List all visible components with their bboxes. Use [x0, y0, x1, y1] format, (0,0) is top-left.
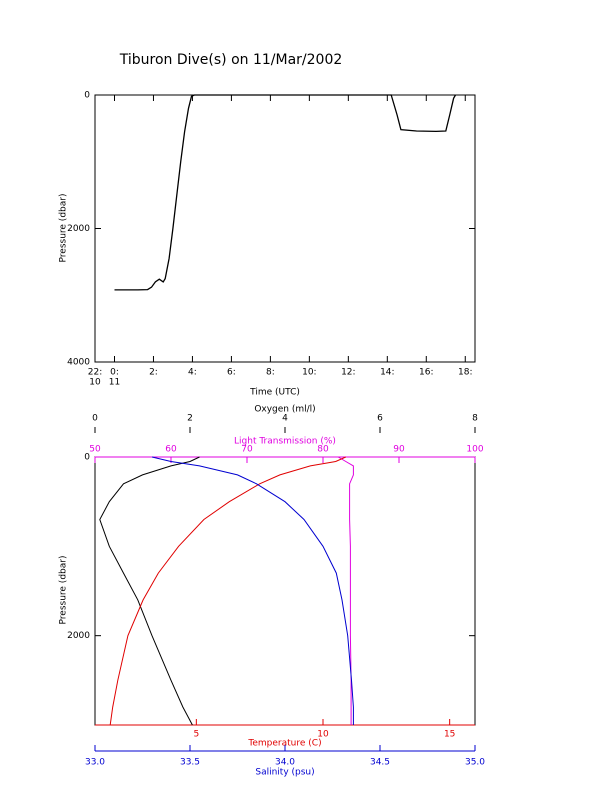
x-tick-label: 2 [187, 414, 193, 424]
x-tick-label: 18: [458, 368, 472, 378]
profile-line [99, 456, 200, 726]
x-tick-label: 2: [149, 368, 158, 378]
x-axis-title: Salinity (psu) [255, 768, 314, 778]
x-tick-label: 100 [466, 445, 483, 455]
y-axis-title: Pressure (dbar) [59, 194, 69, 263]
y-axis-title: Pressure (dbar) [59, 556, 69, 625]
x-tick-label: 4: [188, 368, 197, 378]
x-axis-title: Temperature (C) [247, 739, 321, 749]
x-tick-label: 5 [193, 730, 199, 740]
x-axis-title: Time (UTC) [249, 388, 300, 398]
y-tick-label: 4000 [67, 358, 90, 368]
x-tick-label: 10: [302, 368, 316, 378]
x-tick-label: 10 [317, 730, 329, 740]
x-tick-label: 12: [341, 368, 355, 378]
x-tick-day: 10 [89, 378, 101, 388]
x-tick-label: 0: [110, 368, 119, 378]
y-tick-label: 0 [84, 453, 90, 463]
x-tick-label: 6 [377, 414, 383, 424]
y-tick-label: 2000 [67, 224, 90, 234]
x-tick-label: 90 [393, 445, 405, 455]
x-tick-label: 33.5 [180, 758, 200, 768]
x-tick-label: 0 [92, 414, 98, 424]
x-tick-label: 35.0 [465, 758, 485, 768]
x-tick-day: 11 [109, 378, 120, 388]
profile-line [109, 456, 347, 726]
x-tick-label: 80 [317, 445, 329, 455]
y-tick-label: 0 [84, 91, 90, 101]
x-tick-label: 14: [380, 368, 394, 378]
data-line [114, 94, 457, 291]
x-tick-label: 70 [241, 445, 253, 455]
x-tick-label: 4 [282, 414, 288, 424]
x-tick-label: 8 [472, 414, 478, 424]
x-tick-label: 34.0 [275, 758, 295, 768]
x-tick-label: 34.5 [370, 758, 390, 768]
x-tick-label: 22: [88, 368, 102, 378]
x-tick-label: 15 [444, 730, 455, 740]
x-tick-label: 8: [266, 368, 275, 378]
x-axis-title: Oxygen (ml/l) [254, 405, 315, 415]
plot-frame [94, 94, 476, 363]
x-tick-label: 16: [419, 368, 433, 378]
profile-line [151, 456, 354, 725]
x-tick-label: 6: [227, 368, 236, 378]
chart-title: Tiburon Dive(s) on 11/Mar/2002 [119, 52, 343, 68]
x-axis-title: Light Transmission (%) [234, 437, 336, 447]
x-tick-label: 33.0 [85, 758, 105, 768]
x-tick-label: 60 [165, 445, 177, 455]
x-tick-label: 50 [89, 445, 101, 455]
plot-frame [94, 456, 476, 726]
y-tick-label: 2000 [67, 631, 90, 641]
